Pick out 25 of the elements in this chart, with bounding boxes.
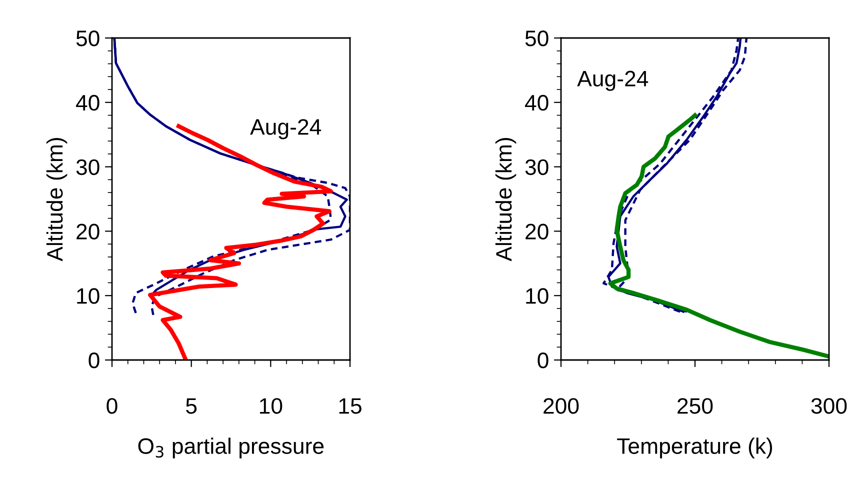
y-tick-label: 10 [526, 288, 548, 304]
y-tick-label: 50 [525, 30, 548, 46]
x-tick-label: 0 [106, 398, 118, 414]
x-axis-title: O$_{3}$ partial pressure [138, 438, 324, 458]
y-tick-label: 20 [76, 224, 100, 240]
y-axis-title: Altitude (km) [46, 138, 68, 262]
x-tick-label: 300 [811, 398, 847, 414]
y-tick-label: 0 [88, 352, 100, 368]
x-tick-label: 200 [544, 398, 579, 414]
y-tick-label: 10 [77, 288, 100, 304]
x-tick-label: 10 [260, 398, 282, 414]
y-tick-label: 0 [538, 352, 548, 368]
y-tick-label: 50 [76, 30, 100, 46]
y-tick-label: 40 [76, 94, 100, 111]
x-tick-label: 5 [186, 398, 197, 414]
x-tick-label: 250 [678, 398, 713, 414]
annotation: Aug-24 [577, 70, 648, 91]
x-axis-title: Temperature (k) [617, 438, 772, 458]
y-tick-label: 20 [526, 224, 548, 240]
y-axis-title: Altitude (km) [495, 138, 516, 262]
y-tick-label: 30 [525, 159, 548, 176]
y-tick-label: 30 [76, 159, 100, 176]
x-tick-label: 15 [339, 398, 362, 414]
y-tick-label: 40 [524, 94, 548, 111]
annotation: Aug-24 [250, 119, 322, 140]
